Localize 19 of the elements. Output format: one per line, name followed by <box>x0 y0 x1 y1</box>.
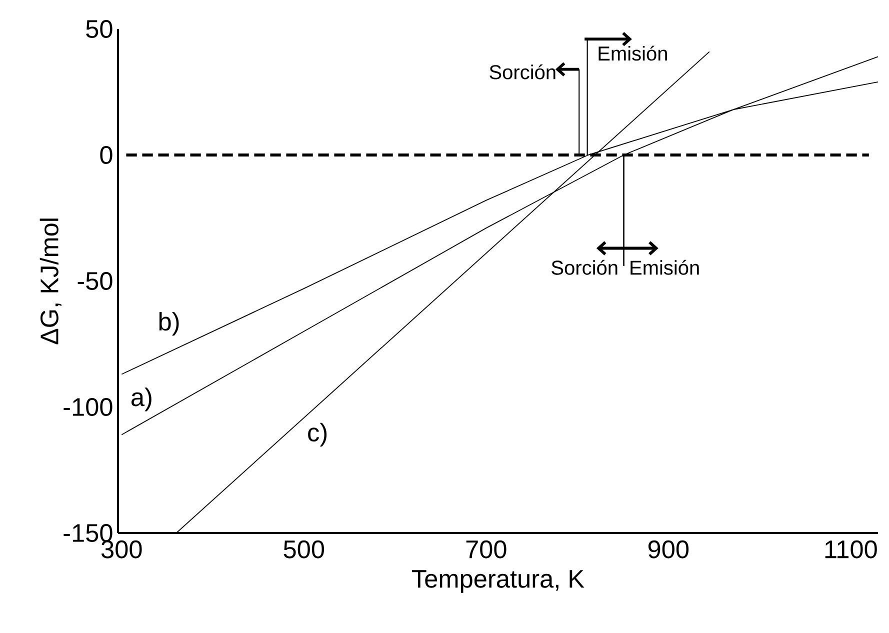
x-tick-label: 500 <box>284 540 324 558</box>
y-tick-label: 50 <box>86 20 112 38</box>
y-axis-title: ΔG, KJ/mol <box>40 218 62 344</box>
annotation: Emisión <box>630 260 699 275</box>
annotation: Sorción <box>552 260 618 275</box>
y-tick-label: -50 <box>78 272 112 290</box>
y-tick-label: 0 <box>100 146 112 164</box>
x-tick-label: 1100 <box>825 540 877 558</box>
series-label: c) <box>308 422 327 447</box>
series-label: b) <box>159 312 179 336</box>
series-label: a) <box>132 388 152 412</box>
x-tick-label: 700 <box>466 540 506 558</box>
annotation: Sorción <box>490 64 556 80</box>
x-tick-label: 300 <box>101 540 142 558</box>
x-tick-label: 900 <box>648 540 689 558</box>
y-tick-label: -100 <box>64 398 112 416</box>
x-axis-title: Temperatura, K <box>412 570 584 593</box>
y-tick-label: -150 <box>64 524 112 542</box>
annotation: Emisión <box>598 46 667 61</box>
